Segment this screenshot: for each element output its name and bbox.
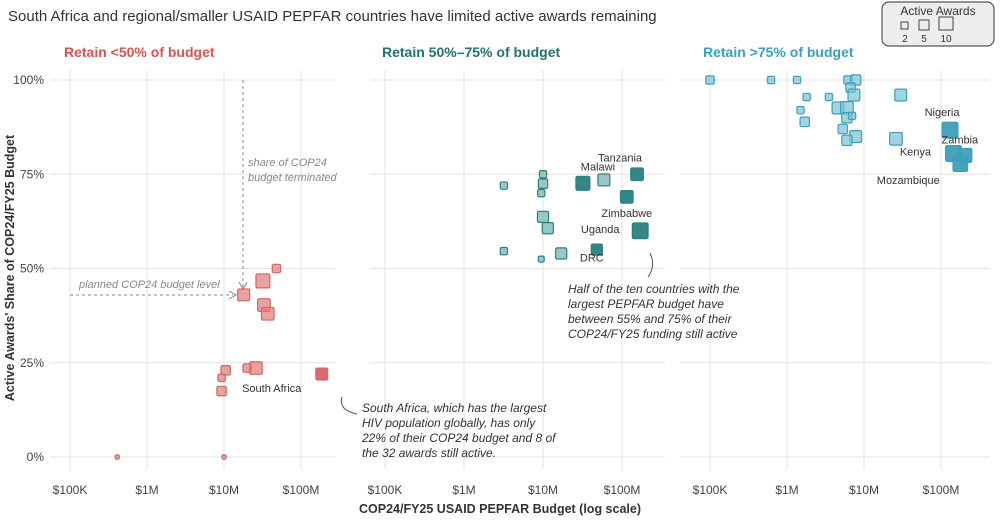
annotation-top-ten-3: between 55% and 75% of their xyxy=(568,312,732,326)
x-tick-label: $100M xyxy=(283,483,320,497)
country-label: South Africa xyxy=(242,383,302,395)
data-point xyxy=(271,263,282,274)
legend-label-2: 2 xyxy=(902,34,908,45)
chart-title: South Africa and regional/smaller USAID … xyxy=(8,8,657,25)
legend-square-2 xyxy=(900,21,909,30)
y-tick-label: 0% xyxy=(27,450,45,464)
x-tick-label: $100M xyxy=(923,483,960,497)
legend-square-5 xyxy=(918,19,930,31)
data-point xyxy=(537,178,549,189)
country-label: Kenya xyxy=(900,147,932,159)
tick-labels: 0% 25% 50% 75% 100% $100K $1M $10M $100M $100K $1M… xyxy=(13,73,959,497)
data-point xyxy=(847,88,861,102)
y-tick-label: 100% xyxy=(13,73,44,87)
panel-title-high: Retain >75% of budget xyxy=(703,44,854,60)
data-point xyxy=(537,255,545,263)
x-tick-label: $1M xyxy=(452,483,475,497)
data-points xyxy=(114,74,973,460)
x-tick-label: $100M xyxy=(604,483,641,497)
country-label: Zimbabwe xyxy=(601,208,652,220)
annotation-sa-2: HIV population globally, has only xyxy=(362,416,536,430)
data-point xyxy=(792,75,802,85)
data-point xyxy=(894,88,908,102)
data-point xyxy=(221,454,227,460)
annotation-terminated-2: budget terminated xyxy=(248,172,338,184)
data-point xyxy=(249,361,263,375)
data-point-drc xyxy=(590,243,603,256)
data-point xyxy=(796,105,805,115)
data-point xyxy=(841,134,853,147)
data-point xyxy=(260,306,275,321)
x-tick-label: $100K xyxy=(693,483,728,497)
data-point-uganda xyxy=(631,222,649,240)
x-tick-label: $1M xyxy=(775,483,798,497)
country-label: Nigeria xyxy=(925,107,961,119)
data-point xyxy=(541,222,554,235)
data-point xyxy=(220,364,231,376)
annotation-terminated-1: share of COP24 xyxy=(248,157,327,169)
country-label: Malawi xyxy=(581,161,615,173)
annotations: share of COP24 budget terminated planned… xyxy=(70,80,740,460)
data-point xyxy=(597,173,611,187)
data-point xyxy=(237,288,251,302)
data-point-mozambique xyxy=(952,156,969,172)
country-label: Mozambique xyxy=(877,175,940,187)
data-point xyxy=(555,247,568,260)
annotation-top-ten-1: Half of the ten countries with the xyxy=(568,282,740,296)
data-point xyxy=(499,181,509,190)
annotation-sa-1: South Africa, which has the largest xyxy=(362,401,547,415)
legend-square-10 xyxy=(938,16,954,31)
country-label: Tanzania xyxy=(598,152,643,164)
y-axis-label: Active Awards' Share of COP24/FY25 Budge… xyxy=(3,134,17,401)
data-point-zimbabwe xyxy=(619,189,634,204)
x-tick-label: $10M xyxy=(528,483,558,497)
data-point xyxy=(889,131,903,146)
data-point xyxy=(799,116,811,128)
x-axis-label: COP24/FY25 USAID PEPFAR Budget (log scal… xyxy=(359,502,641,516)
y-tick-label: 25% xyxy=(20,356,44,370)
country-label: DRC xyxy=(580,253,604,265)
annotation-planned: planned COP24 budget level xyxy=(78,279,220,291)
data-point xyxy=(802,92,811,102)
y-tick-label: 50% xyxy=(20,262,44,276)
gridlines xyxy=(50,70,990,470)
data-point xyxy=(824,92,834,102)
data-point-nigeria xyxy=(941,121,959,139)
annotation-top-ten-4: COP24/FY25 funding still active xyxy=(568,327,738,341)
data-point xyxy=(217,373,226,383)
legend-label-10: 10 xyxy=(940,34,952,45)
x-tick-label: $10M xyxy=(209,483,239,497)
x-tick-label: $100K xyxy=(53,483,88,497)
data-point xyxy=(537,188,546,198)
data-point-tanzania xyxy=(630,167,644,182)
data-point xyxy=(536,210,550,224)
annotation-sa-4: the 32 awards still active. xyxy=(362,446,496,460)
data-point xyxy=(766,75,776,85)
x-tick-label: $10M xyxy=(849,483,879,497)
legend-title: Active Awards xyxy=(900,4,975,18)
data-point xyxy=(114,454,120,460)
data-point-malawi xyxy=(575,175,591,191)
data-point xyxy=(499,246,509,256)
annotation-top-ten-2: largest PEPFAR budget have xyxy=(568,297,724,311)
legend-label-5: 5 xyxy=(921,34,927,45)
panel-title-mid: Retain 50%–75% of budget xyxy=(382,44,560,60)
panel-title-low: Retain <50% of budget xyxy=(64,44,215,60)
country-label: Zambia xyxy=(941,134,979,146)
country-label: Uganda xyxy=(581,224,620,236)
data-point xyxy=(538,170,548,179)
data-point xyxy=(705,75,715,85)
annotation-sa-3: 22% of their COP24 budget and 8 of xyxy=(361,431,557,445)
data-point xyxy=(216,385,227,397)
y-tick-label: 75% xyxy=(20,167,44,181)
size-legend: Active Awards 2 5 10 xyxy=(881,1,995,47)
x-tick-label: $1M xyxy=(135,483,158,497)
data-point-south-africa xyxy=(315,367,329,381)
x-tick-label: $100K xyxy=(368,483,403,497)
data-point xyxy=(255,273,271,289)
data-point xyxy=(837,123,849,135)
data-point xyxy=(847,111,857,121)
